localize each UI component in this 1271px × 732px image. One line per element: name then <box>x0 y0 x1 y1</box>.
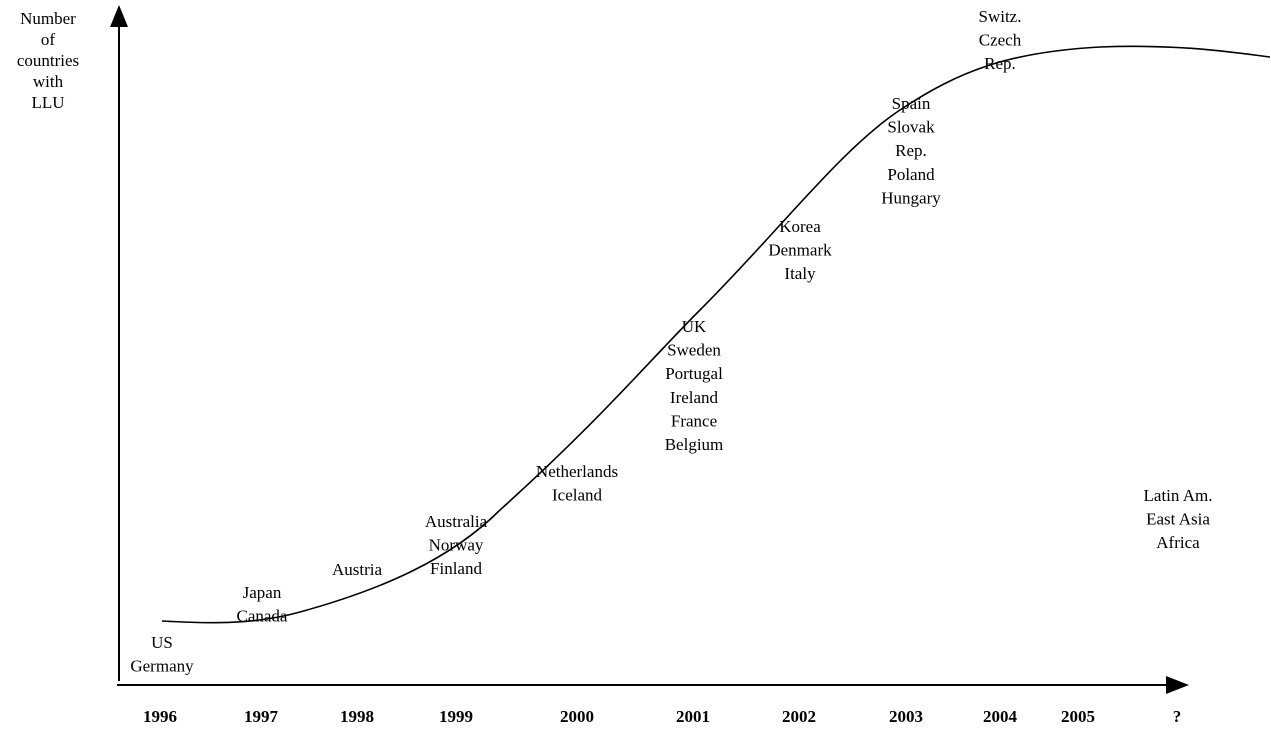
country-label: Rep. <box>984 54 1016 73</box>
year-label: 1996 <box>143 707 177 726</box>
country-label: Slovak <box>887 118 935 137</box>
year-label: 2001 <box>676 707 710 726</box>
axis-label: with <box>33 72 64 91</box>
axis-label: of <box>41 30 56 49</box>
country-label: Spain <box>892 94 931 113</box>
year-label: 2002 <box>782 707 816 726</box>
year-label: 2000 <box>560 707 594 726</box>
country-label: Norway <box>429 536 484 555</box>
year-label: 1998 <box>340 707 374 726</box>
country-label: Finland <box>430 559 482 578</box>
year-label: 2004 <box>983 707 1018 726</box>
country-label: Japan <box>243 583 282 602</box>
x-arrow <box>1166 676 1189 694</box>
axis-label: countries <box>17 51 79 70</box>
year-label: ? <box>1173 707 1182 726</box>
country-label: Germany <box>130 657 194 676</box>
country-label: Italy <box>784 264 816 283</box>
country-label: Poland <box>887 165 935 184</box>
country-label: Africa <box>1156 533 1200 552</box>
country-label: Iceland <box>552 486 603 505</box>
country-label: Korea <box>779 217 821 236</box>
country-label: Hungary <box>881 188 941 207</box>
country-label: Sweden <box>667 341 721 360</box>
year-label: 2005 <box>1061 707 1095 726</box>
country-label: Portugal <box>665 364 723 383</box>
country-label: Switz. <box>979 7 1022 26</box>
axis-label: LLU <box>31 93 64 112</box>
country-label: Latin Am. <box>1144 486 1213 505</box>
country-label: France <box>671 411 717 430</box>
adoption-curve <box>161 45 1271 624</box>
country-label: Denmark <box>768 241 832 260</box>
country-label: Australia <box>425 512 488 531</box>
y-arrow <box>110 5 128 27</box>
axis-label: Number <box>20 9 76 28</box>
country-label: Austria <box>332 560 383 579</box>
country-label: Rep. <box>895 141 927 160</box>
year-label: 1997 <box>244 707 279 726</box>
year-label: 2003 <box>889 707 923 726</box>
country-label: East Asia <box>1146 510 1210 529</box>
country-label: US <box>151 633 173 652</box>
country-label: Belgium <box>665 435 724 454</box>
country-label: Netherlands <box>536 462 618 481</box>
country-label: Czech <box>979 31 1022 50</box>
country-label: Ireland <box>670 388 719 407</box>
country-label: Canada <box>237 607 288 626</box>
year-label: 1999 <box>439 707 473 726</box>
country-label: UK <box>682 317 707 336</box>
